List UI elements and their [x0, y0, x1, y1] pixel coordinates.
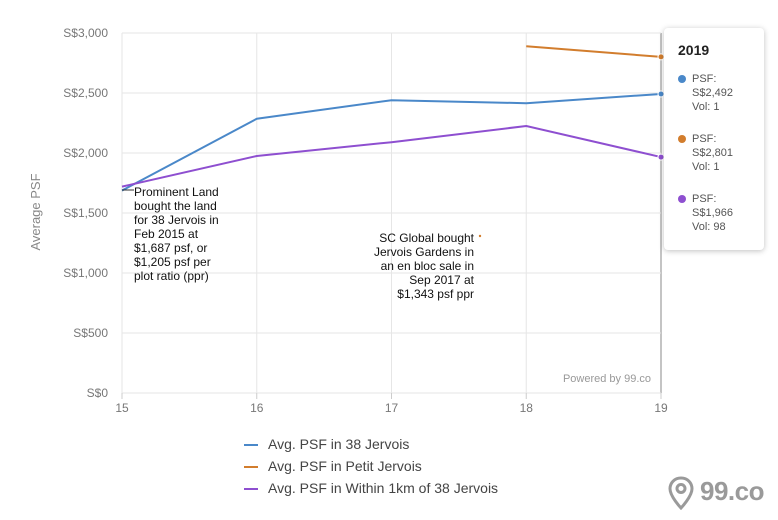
y-tick-label: S$2,000: [63, 146, 108, 160]
y-tick-label: S$1,500: [63, 206, 108, 220]
series-line-1: [121, 92, 662, 192]
tooltip-vol: Vol: 1: [692, 101, 720, 113]
y-tick-label: S$500: [73, 326, 108, 340]
tooltip-2019: 2019 PSF: S$2,492 Vol: 1 PSF: S$2,801 Vo…: [664, 28, 764, 250]
x-tick-label: 16: [250, 401, 264, 415]
series-line-3: [121, 125, 662, 188]
x-axis: 15 16 17 18 19: [115, 393, 668, 415]
y-tick-label: S$0: [87, 386, 109, 400]
annotation-2-marker: [478, 234, 482, 238]
legend-label: Avg. PSF in Within 1km of 38 Jervois: [268, 480, 499, 496]
y-tick-label: S$2,500: [63, 86, 108, 100]
x-tick-label: 19: [654, 401, 668, 415]
y-tick-label: S$1,000: [63, 266, 108, 280]
tooltip-title: 2019: [678, 42, 710, 58]
location-pin-icon: [668, 476, 694, 510]
brand-text: 99.co: [700, 476, 765, 506]
tooltip-psf: PSF: S$2,492: [692, 73, 733, 99]
legend-swatch-icon: [244, 466, 258, 468]
x-tick-label: 18: [520, 401, 534, 415]
tooltip-psf: PSF: S$1,966: [692, 193, 733, 219]
annotation-prominent-land: Prominent Land bought the land for 38 Je…: [134, 185, 219, 283]
series-line-2: [526, 45, 662, 58]
series-dot-icon: [678, 195, 686, 203]
x-tick-label: 17: [385, 401, 399, 415]
series-dot-icon: [678, 75, 686, 83]
powered-by-credit: Powered by 99.co: [563, 373, 651, 385]
legend-label: Avg. PSF in Petit Jervois: [268, 458, 422, 474]
tooltip-psf: PSF: S$2,801: [692, 133, 733, 159]
y-axis-label: Average PSF: [28, 173, 43, 250]
tooltip-vol: Vol: 98: [692, 221, 726, 233]
legend-label: Avg. PSF in 38 Jervois: [268, 436, 410, 452]
y-tick-label: S$3,000: [63, 26, 108, 40]
y-axis: S$0 S$500 S$1,000 S$1,500 S$2,000 S$2,500 S$3,…: [63, 26, 108, 400]
legend-swatch-icon: [244, 444, 258, 446]
tooltip-vol: Vol: 1: [692, 161, 720, 173]
annotation-markers: [122, 189, 482, 238]
series-dot-icon: [678, 135, 686, 143]
legend-swatch-icon: [244, 488, 258, 490]
x-tick-label: 15: [115, 401, 129, 415]
annotation-sc-global: SC Global bought Jervois Gardens in an e…: [373, 231, 474, 301]
series-layer: [121, 45, 665, 192]
